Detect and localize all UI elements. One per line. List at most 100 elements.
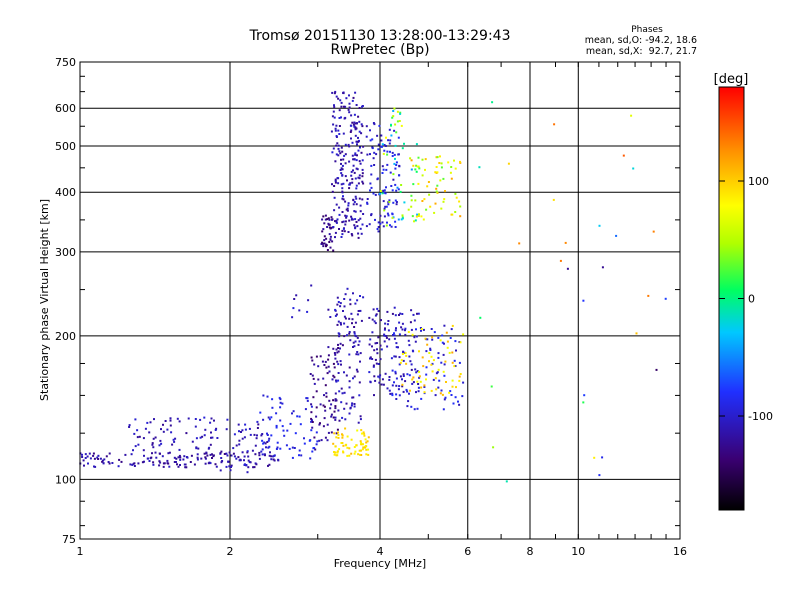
data-point: [434, 377, 437, 380]
data-point: [159, 439, 162, 442]
data-point: [360, 441, 363, 444]
data-point: [211, 436, 214, 439]
data-point: [350, 404, 353, 407]
data-point: [428, 193, 431, 196]
data-point: [174, 437, 177, 440]
data-point: [241, 429, 244, 432]
data-point: [108, 452, 111, 455]
data-point: [399, 361, 402, 364]
data-point: [375, 313, 378, 316]
data-point: [339, 342, 342, 345]
data-point: [204, 457, 207, 460]
data-point: [225, 465, 228, 468]
data-point: [168, 465, 171, 468]
data-point: [436, 171, 439, 174]
data-point: [425, 350, 428, 353]
data-point: [381, 143, 384, 146]
data-point: [431, 362, 434, 365]
data-point: [335, 380, 338, 383]
data-point: [279, 401, 282, 404]
data-point: [360, 151, 363, 154]
data-point: [385, 224, 388, 227]
data-point: [362, 446, 365, 449]
data-point: [233, 433, 236, 436]
data-point: [350, 233, 353, 235]
data-point: [238, 439, 241, 442]
data-point: [396, 110, 399, 113]
data-point: [330, 431, 333, 434]
data-point: [263, 453, 266, 456]
data-point: [332, 362, 335, 365]
data-point: [333, 366, 336, 369]
data-point: [420, 397, 423, 400]
data-point: [453, 159, 455, 162]
data-point: [395, 346, 398, 349]
data-point: [359, 309, 362, 312]
data-point: [133, 432, 136, 435]
data-point: [450, 394, 453, 396]
data-point: [332, 147, 335, 150]
data-point: [407, 400, 410, 403]
data-point: [173, 461, 176, 463]
data-point: [348, 111, 351, 114]
data-point: [347, 202, 350, 205]
data-point: [398, 394, 401, 397]
data-point: [430, 328, 433, 330]
data-point: [83, 464, 85, 467]
data-point: [148, 460, 151, 462]
data-point: [453, 359, 456, 362]
data-point: [303, 437, 305, 440]
data-point: [391, 155, 394, 157]
data-point: [441, 393, 444, 396]
data-point: [158, 460, 161, 463]
data-point: [391, 394, 394, 397]
colorbar-tick-label: -100: [748, 410, 773, 423]
data-point: [399, 190, 402, 193]
data-point: [352, 198, 355, 201]
data-point: [102, 459, 104, 462]
data-point: [338, 117, 341, 119]
data-point: [326, 423, 329, 426]
data-point: [232, 447, 235, 450]
data-point: [402, 390, 405, 393]
data-point: [333, 451, 335, 453]
data-point: [361, 175, 364, 178]
data-point: [346, 179, 348, 182]
data-point: [415, 371, 418, 374]
data-point: [371, 358, 374, 360]
data-point: [355, 104, 358, 106]
data-point: [371, 331, 374, 334]
data-point: [446, 346, 449, 349]
data-point: [341, 221, 344, 224]
data-point: [172, 438, 175, 441]
data-point: [178, 448, 181, 451]
data-point: [268, 445, 271, 448]
data-point: [107, 461, 110, 463]
data-point: [333, 196, 336, 199]
data-point: [334, 407, 337, 410]
data-point: [359, 352, 362, 355]
data-point: [338, 206, 341, 209]
data-point: [160, 428, 162, 431]
data-point: [401, 378, 403, 381]
data-point: [329, 227, 332, 229]
data-point: [331, 151, 334, 154]
data-point: [333, 410, 336, 413]
data-point: [337, 147, 340, 150]
data-point: [327, 431, 330, 434]
data-point: [235, 444, 238, 447]
data-point: [359, 204, 362, 207]
data-point: [406, 405, 409, 408]
data-point: [324, 360, 327, 363]
data-point: [337, 347, 340, 349]
data-point: [407, 331, 410, 333]
data-point: [391, 312, 394, 315]
data-point: [426, 185, 429, 188]
data-point: [420, 215, 423, 218]
data-point: [332, 442, 335, 445]
data-point: [341, 174, 344, 177]
data-point: [209, 443, 212, 446]
data-point: [306, 397, 309, 400]
data-point: [209, 453, 212, 456]
data-point: [431, 338, 434, 341]
